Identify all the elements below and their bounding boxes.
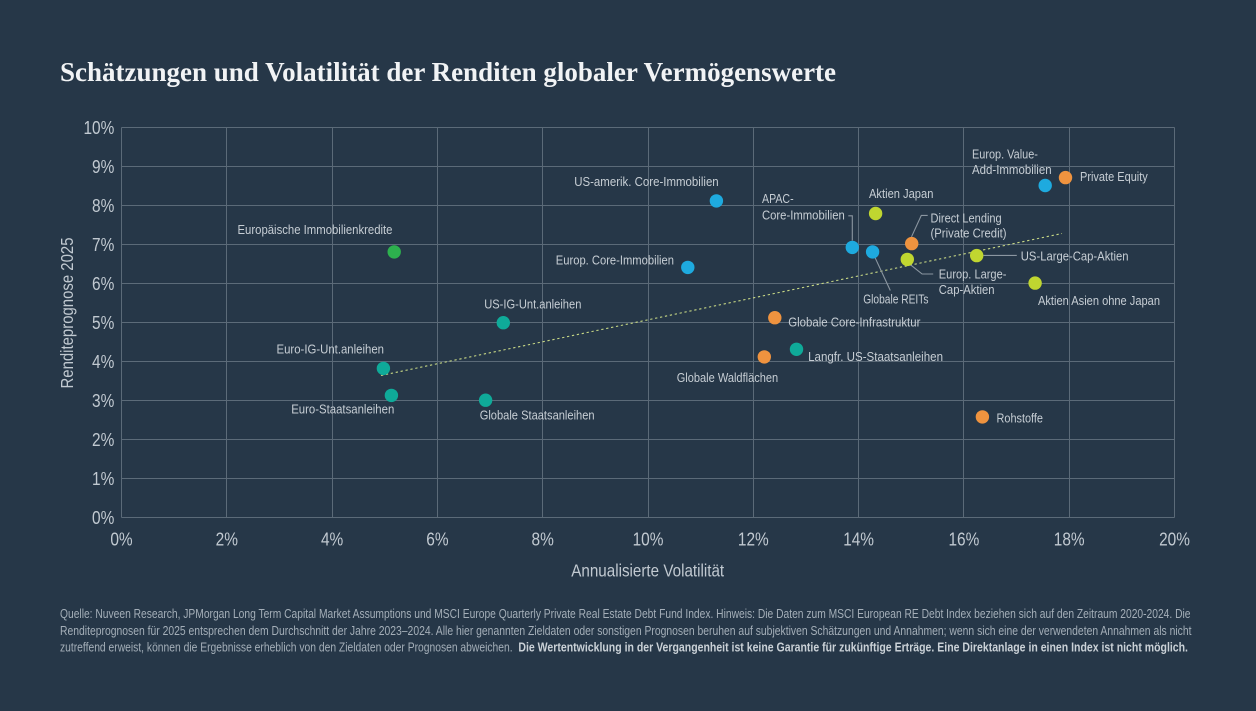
svg-text:9%: 9% <box>92 156 114 177</box>
svg-text:Cap-Aktien: Cap-Aktien <box>939 282 995 297</box>
svg-text:US-Large-Cap-Aktien: US-Large-Cap-Aktien <box>1021 249 1129 264</box>
svg-text:0%: 0% <box>110 529 132 550</box>
svg-text:Renditeprognose 2025: Renditeprognose 2025 <box>57 238 77 389</box>
svg-text:10%: 10% <box>633 529 664 550</box>
svg-text:3%: 3% <box>92 390 114 411</box>
svg-text:2%: 2% <box>92 429 114 450</box>
svg-text:20%: 20% <box>1159 529 1190 550</box>
svg-text:APAC-: APAC- <box>762 191 794 206</box>
svg-text:Aktien Japan: Aktien Japan <box>869 186 933 201</box>
svg-text:10%: 10% <box>84 117 115 138</box>
svg-text:1%: 1% <box>92 468 114 489</box>
svg-text:Die Wertentwicklung in der Ver: Die Wertentwicklung in der Vergangenheit… <box>518 641 1188 655</box>
svg-text:14%: 14% <box>843 529 874 550</box>
svg-text:Europ. Core-Immobilien: Europ. Core-Immobilien <box>556 253 674 268</box>
svg-text:18%: 18% <box>1054 529 1085 550</box>
svg-text:zutreffend erweist, können die: zutreffend erweist, können die Ergebniss… <box>60 641 513 655</box>
svg-text:Langfr. US-Staatsanleihen: Langfr. US-Staatsanleihen <box>808 349 943 364</box>
svg-text:7%: 7% <box>92 234 114 255</box>
svg-text:Globale REITs: Globale REITs <box>863 292 929 307</box>
svg-text:6%: 6% <box>426 529 448 550</box>
svg-text:Europäische Immobilienkredite: Europäische Immobilienkredite <box>238 222 393 237</box>
svg-text:Rohstoffe: Rohstoffe <box>997 410 1044 425</box>
svg-text:Aktien Asien ohne Japan: Aktien Asien ohne Japan <box>1038 293 1160 308</box>
svg-text:Add-Immobilien: Add-Immobilien <box>972 162 1052 177</box>
svg-text:Quelle: Nuveen Research, JPMor: Quelle: Nuveen Research, JPMorgan Long T… <box>60 607 1191 621</box>
svg-text:0%: 0% <box>92 507 114 528</box>
svg-text:4%: 4% <box>321 529 343 550</box>
svg-text:16%: 16% <box>949 529 980 550</box>
svg-text:8%: 8% <box>92 195 114 216</box>
svg-text:Direct Lending: Direct Lending <box>931 210 1002 225</box>
svg-text:2%: 2% <box>216 529 238 550</box>
svg-text:Schätzungen und Volatilität de: Schätzungen und Volatilität der Renditen… <box>60 57 836 87</box>
svg-text:Euro-Staatsanleihen: Euro-Staatsanleihen <box>291 402 394 417</box>
svg-text:Europ. Value-: Europ. Value- <box>972 146 1038 161</box>
svg-text:4%: 4% <box>92 351 114 372</box>
svg-text:Core-Immobilien: Core-Immobilien <box>762 207 845 222</box>
svg-text:Annualisierte Volatilität: Annualisierte Volatilität <box>571 561 724 581</box>
svg-text:12%: 12% <box>738 529 769 550</box>
svg-text:US-IG-Unt.anleihen: US-IG-Unt.anleihen <box>484 296 581 311</box>
svg-text:Globale Core-Infrastruktur: Globale Core-Infrastruktur <box>788 315 921 330</box>
svg-text:Europ. Large-: Europ. Large- <box>939 266 1007 281</box>
svg-text:(Private Credit): (Private Credit) <box>931 225 1007 240</box>
svg-text:Globale Waldflächen: Globale Waldflächen <box>677 370 779 385</box>
svg-text:5%: 5% <box>92 312 114 333</box>
svg-text:Euro-IG-Unt.anleihen: Euro-IG-Unt.anleihen <box>277 341 385 356</box>
svg-text:Renditeprognosen für 2025 ents: Renditeprognosen für 2025 entsprechen de… <box>60 624 1192 638</box>
svg-text:Globale Staatsanleihen: Globale Staatsanleihen <box>480 408 595 423</box>
svg-text:6%: 6% <box>92 273 114 294</box>
svg-text:US-amerik. Core-Immobilien: US-amerik. Core-Immobilien <box>574 174 719 189</box>
svg-text:8%: 8% <box>532 529 554 550</box>
svg-text:Private Equity: Private Equity <box>1080 169 1148 184</box>
